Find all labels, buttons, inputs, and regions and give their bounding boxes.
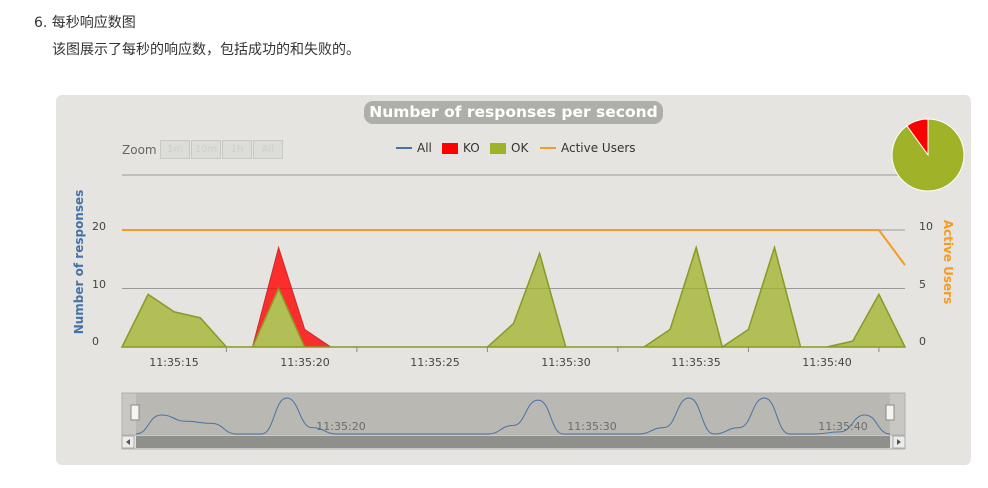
- x-tick-label: 11:35:30: [541, 356, 591, 369]
- legend-label: KO: [463, 141, 480, 155]
- chevron-left-icon: [126, 439, 130, 445]
- y2-tick-label: 0: [919, 335, 926, 348]
- section-heading: 6. 每秒响应数图: [34, 15, 136, 31]
- pie-slice-ok: [891, 118, 965, 192]
- navigator-handle-left[interactable]: [130, 404, 140, 421]
- y2-axis-title: Active Users: [941, 219, 955, 305]
- y2-tick-label: 5: [919, 278, 926, 291]
- active-users-line: [122, 229, 906, 266]
- legend-line-icon: [540, 147, 556, 149]
- chevron-right-icon: [897, 439, 901, 445]
- x-tick-label: 11:35:35: [671, 356, 721, 369]
- legend-line-icon: [396, 147, 412, 149]
- y-axis-title: Number of responses: [72, 189, 86, 335]
- x-tick-label: 11:35:40: [802, 356, 852, 369]
- chart-title: Number of responses per second: [364, 101, 663, 124]
- legend-item-active-users[interactable]: Active Users: [540, 140, 636, 156]
- navigator-tick-label: 11:35:40: [818, 420, 868, 433]
- legend-swatch-icon: [442, 142, 458, 154]
- y-tick-label: 20: [92, 220, 106, 233]
- zoom-label: Zoom: [122, 143, 157, 157]
- navigator-handle-right[interactable]: [885, 404, 895, 421]
- ok-area: [120, 244, 907, 349]
- navigator-selection: [136, 393, 890, 435]
- legend-label: All: [417, 141, 432, 155]
- x-tick-label: 11:35:20: [280, 356, 330, 369]
- section-description: 该图展示了每秒的响应数，包括成功的和失败的。: [52, 42, 360, 58]
- zoom-all-button[interactable]: All: [253, 140, 283, 159]
- legend-label: OK: [511, 141, 529, 155]
- navigator-series-line: [135, 397, 891, 435]
- y2-tick-label: 10: [919, 220, 933, 233]
- legend-item-ko[interactable]: KO: [442, 140, 480, 156]
- x-tick-label: 11:35:15: [149, 356, 199, 369]
- zoom-10m-button[interactable]: 10m: [191, 140, 221, 159]
- navigator-tick-label: 11:35:30: [567, 420, 617, 433]
- y-tick-label: 10: [92, 278, 106, 291]
- legend-item-ok[interactable]: OK: [490, 140, 528, 156]
- legend-swatch-icon: [490, 142, 506, 154]
- zoom-1m-button[interactable]: 1m: [160, 140, 190, 159]
- navigator-scrollbar-thumb[interactable]: [136, 436, 890, 448]
- legend-label: Active Users: [561, 141, 636, 155]
- y-tick-label: 0: [92, 335, 99, 348]
- zoom-1h-button[interactable]: 1h: [222, 140, 252, 159]
- navigator-tick-label: 11:35:20: [316, 420, 366, 433]
- x-tick-label: 11:35:25: [410, 356, 460, 369]
- legend-item-all[interactable]: All: [396, 140, 432, 156]
